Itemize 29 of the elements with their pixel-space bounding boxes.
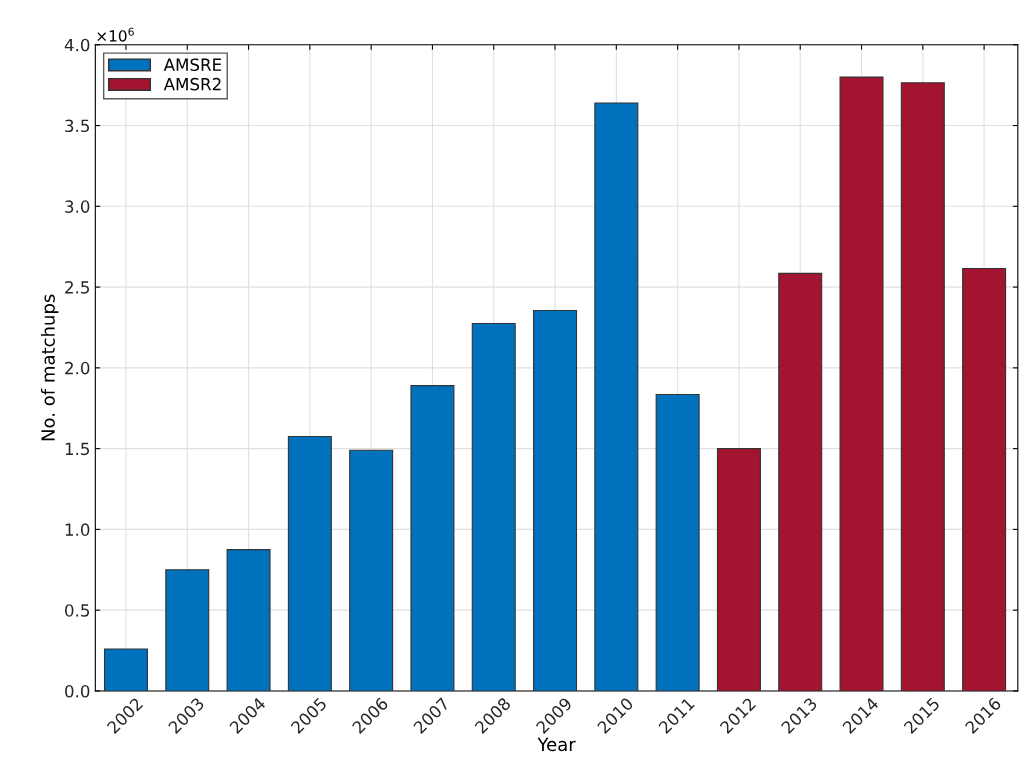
y-tick-label: 2.0: [65, 361, 90, 375]
bar: [410, 385, 455, 691]
y-tick-label: 3.5: [65, 119, 90, 133]
y-tick-label: 4.0: [64, 38, 90, 52]
y-tick-label: 1.0: [65, 523, 90, 536]
bar: [778, 272, 823, 691]
y-axis-title: No. of matchups: [40, 294, 59, 441]
bar: [655, 393, 700, 691]
y-tick-label: 3.0: [65, 200, 90, 213]
legend-label: AMSRE: [163, 58, 222, 72]
bar: [226, 549, 271, 691]
legend-label: AMSR2: [163, 77, 221, 91]
text: ×10$^{6}$: [97, 27, 134, 42]
bar: [471, 322, 516, 691]
bar: [839, 76, 884, 691]
bar: [165, 569, 210, 691]
bar: [716, 448, 761, 691]
x-axis-title: Year: [537, 737, 576, 752]
y-tick-label: 1.5: [65, 442, 90, 456]
y-tick-label: 0.5: [65, 604, 90, 617]
bar: [349, 449, 394, 691]
bar: [533, 309, 578, 691]
bar: [900, 82, 945, 691]
bar: [287, 435, 332, 691]
bar: [103, 648, 148, 691]
bar: [594, 102, 639, 691]
y-tick-label: 2.5: [65, 281, 90, 294]
bar: [962, 267, 1007, 691]
y-tick-label: 0.0: [65, 684, 90, 698]
